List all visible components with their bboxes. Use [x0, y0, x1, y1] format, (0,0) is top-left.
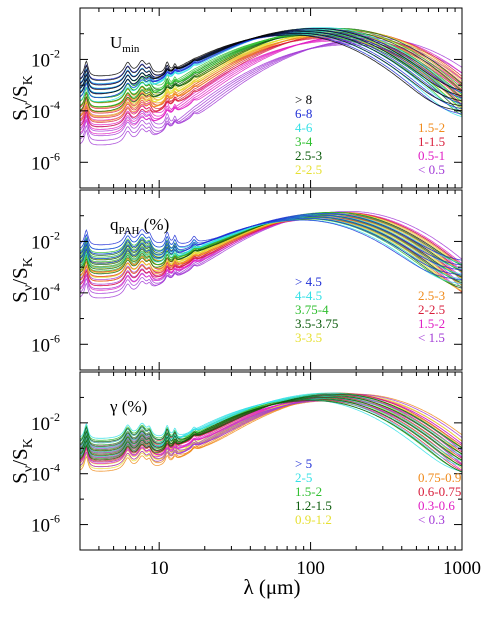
legend-entry-2-8: < 0.3 [418, 512, 445, 527]
sed-curve-0-9-2 [80, 31, 462, 102]
sed-curve-1-8-1 [80, 218, 462, 276]
legend-entry-1-3: 3.5-3.75 [295, 316, 338, 331]
legend-entry-1-4: 3-3.5 [295, 330, 322, 345]
legend-entry-0-7: 1-1.5 [418, 134, 445, 149]
legend-entry-1-1: 4-4.5 [295, 288, 322, 303]
legend-entry-2-4: 0.9-1.2 [295, 512, 332, 527]
panel-frame-0 [79, 7, 463, 189]
sed-curve-0-0-1 [80, 42, 462, 141]
sed-curve-0-9-4 [80, 28, 462, 91]
legend-entry-0-1: 6-8 [295, 106, 312, 121]
x-axis-label: λ (μm) [243, 575, 300, 599]
legend-entry-2-0: > 5 [295, 456, 312, 471]
curves-2 [80, 392, 462, 473]
y-tick-label-2-2: 10-6 [31, 512, 60, 537]
legend-entry-2-5: 0.75-0.9 [418, 470, 461, 485]
legend-entry-0-8: 0.5-1 [418, 148, 445, 163]
sed-curve-1-8-0 [80, 219, 462, 281]
sed-curve-2-6-4 [80, 392, 462, 450]
x-tick-label-10: 10 [150, 558, 169, 579]
panel-frame-1 [79, 189, 463, 371]
sed-curve-0-2-2 [80, 34, 462, 119]
legend-entry-2-1: 2-5 [295, 470, 312, 485]
legend-entry-1-6: 2-2.5 [418, 302, 445, 317]
legend-entry-1-0: > 4.5 [295, 274, 322, 289]
sed-curve-0-9-0 [80, 34, 462, 112]
legend-entry-1-5: 2.5-3 [418, 288, 445, 303]
x-tick-label-1000: 1000 [443, 558, 481, 579]
sed-curve-0-3-4 [80, 30, 462, 104]
curves-0 [80, 27, 462, 146]
legend-entry-0-9: < 0.5 [418, 162, 445, 177]
legend-entry-2-2: 1.5-2 [295, 484, 322, 499]
sed-curve-1-0-4 [80, 211, 462, 280]
y-tick-label-0-1: 10-4 [31, 98, 60, 123]
legend-entry-0-6: 1.5-2 [418, 120, 445, 135]
sed-curve-0-0-2 [80, 41, 462, 137]
legend-entry-2-3: 1.2-1.5 [295, 498, 332, 513]
legend-entry-1-8: < 1.5 [418, 330, 445, 345]
sed-curve-1-8-4 [80, 212, 462, 261]
panel-title-2: γ (%) [109, 397, 147, 416]
legend-entry-1-7: 1.5-2 [418, 316, 445, 331]
legend-entry-0-4: 2.5-3 [295, 148, 322, 163]
y-tick-label-1-0: 10-2 [31, 228, 60, 253]
panel-title-0: Umin [110, 33, 140, 55]
panel-title-1: qPAH (%) [110, 215, 169, 237]
legend-entry-0-0: > 8 [295, 92, 312, 107]
legend-entry-2-6: 0.6-0.75 [418, 484, 461, 499]
y-tick-label-0-0: 10-2 [31, 46, 60, 71]
legend-entry-0-5: 2-2.5 [295, 162, 322, 177]
y-tick-label-0-2: 10-6 [31, 149, 60, 174]
panel-gamma: 10 100 1000 10-2 10-4 10-6 γ (%) > 52-51.5-21.2… [31, 371, 481, 579]
panel-umin: 10-2 10-4 10-6 Umin > 86-84-63-42.5-32-2.5 1.… [31, 7, 463, 189]
curves-1 [80, 211, 462, 299]
panel-qpah: 10-2 10-4 10-6 qPAH (%) > 4.54-4.53.75-43.5-… [31, 189, 463, 371]
y-tick-label-1-1: 10-4 [31, 280, 60, 305]
panel-frame-2 [79, 371, 463, 551]
sed-curve-2-7-4 [80, 393, 462, 448]
legend-entry-0-2: 4-6 [295, 120, 313, 135]
y-axis-label-2: Sν/SK [8, 438, 36, 484]
y-tick-label-2-0: 10-2 [31, 410, 60, 435]
y-tick-label-1-2: 10-6 [31, 331, 60, 356]
x-tick-label-100: 100 [296, 558, 325, 579]
legend-entry-2-7: 0.3-0.6 [418, 498, 455, 513]
sed-curve-2-2-4 [80, 393, 462, 449]
sed-curve-0-3-2 [80, 33, 462, 113]
sed-curve-0-9-1 [80, 32, 462, 107]
y-axis-label-0: Sν/SK [8, 75, 36, 121]
legend-entry-1-2: 3.75-4 [295, 302, 329, 317]
sed-curve-0-2-3 [80, 32, 462, 114]
y-tick-label-2-1: 10-4 [31, 461, 60, 486]
sed-curve-1-7-0 [80, 219, 462, 285]
y-axis-label-1: Sν/SK [8, 257, 36, 303]
legend-entry-0-3: 3-4 [295, 134, 313, 149]
